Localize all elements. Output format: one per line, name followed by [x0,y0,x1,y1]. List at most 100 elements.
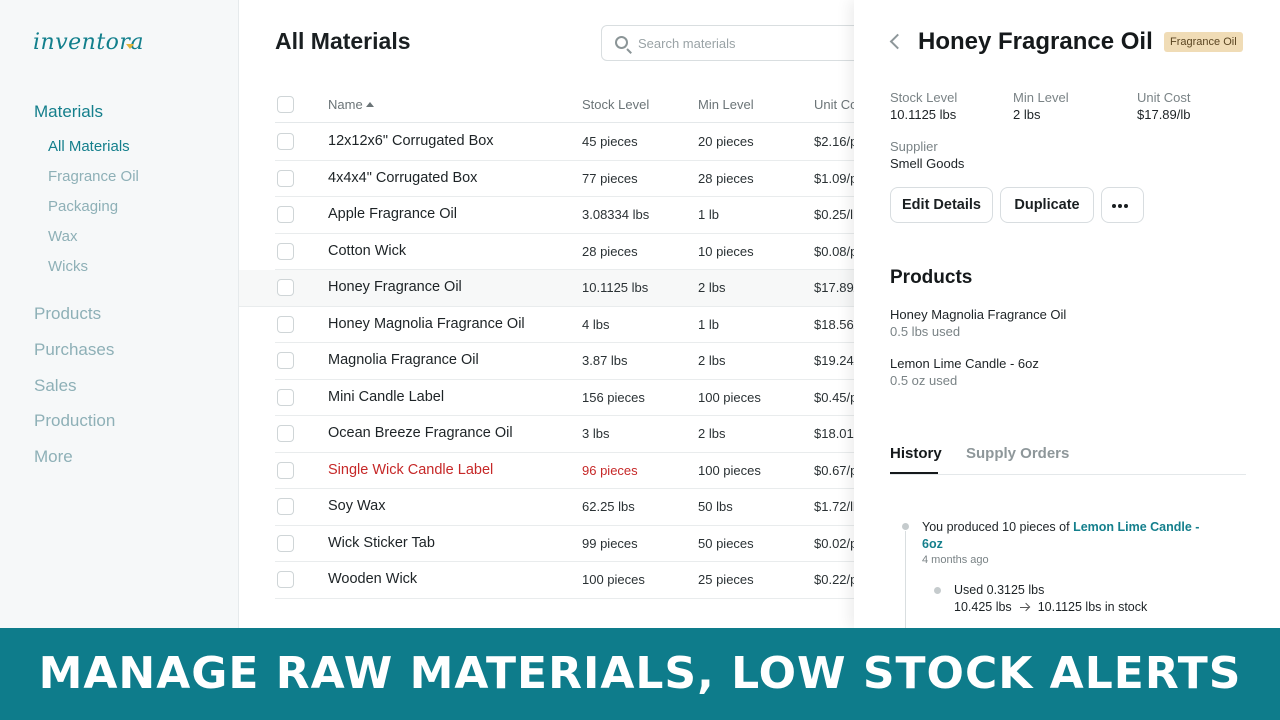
min-level: 1 lb [698,316,719,332]
row-checkbox[interactable] [277,571,294,588]
material-name[interactable]: Soy Wax [328,498,386,514]
stock-level-value: 10.1125 lbs [890,107,957,122]
nav-sales[interactable]: Sales [34,376,77,395]
material-name[interactable]: Mini Candle Label [328,388,445,405]
nav-sub-wicks[interactable]: Wicks [48,258,88,275]
min-level: 2 lbs [698,280,726,295]
material-name[interactable]: 12x12x6" Corrugated Box [328,133,494,149]
material-name[interactable]: Ocean Breeze Fragrance Oil [328,425,513,441]
active-tab-indicator [890,472,938,474]
supplier-value: Smell Goods [890,156,965,171]
row-checkbox[interactable] [277,388,294,406]
tab-supply-orders[interactable]: Supply Orders [966,445,1070,462]
row-checkbox[interactable] [277,242,294,260]
min-level: 2 lbs [698,426,726,441]
product-usage: 0.5 lbs used [890,324,961,339]
timeline-line [905,531,906,628]
table-row[interactable]: Magnolia Fragrance Oil 3.87 lbs 2 lbs $19.2… [275,343,875,380]
product-name[interactable]: Honey Magnolia Fragrance Oil [890,307,1067,322]
column-header-min[interactable]: Min Level [698,97,754,112]
material-name[interactable]: Apple Fragrance Oil [328,206,457,222]
min-level: 28 pieces [698,170,754,186]
material-name[interactable]: Honey Magnolia Fragrance Oil [328,315,525,332]
table-row[interactable]: 12x12x6" Corrugated Box 45 pieces 20 piece… [275,124,875,161]
nav-products[interactable]: Products [34,304,102,323]
min-level: 50 pieces [698,535,754,551]
row-checkbox[interactable] [277,498,294,515]
nav-sub-wax[interactable]: Wax [48,228,78,245]
table-row[interactable]: Single Wick Candle Label 96 pieces 100 pie… [275,453,875,489]
nav-production[interactable]: Production [34,411,116,430]
table-row[interactable]: Wooden Wick 100 pieces 25 pieces $0.22/p [275,562,875,599]
table-row[interactable]: Mini Candle Label 156 pieces 100 pieces $0.… [275,380,875,416]
table-row[interactable]: 4x4x4" Corrugated Box 77 pieces 28 pieces $… [275,161,875,197]
sidebar: inventora Materials All Materials Fragra… [0,0,239,628]
unit-cost: $0.02/p [814,535,858,551]
nav-materials[interactable]: Materials [34,102,103,121]
nav-sub-fragrance-oil[interactable]: Fragrance Oil [48,168,139,185]
material-name[interactable]: Wooden Wick [328,571,418,587]
row-checkbox[interactable] [277,425,294,442]
sort-ascending-icon [365,102,374,107]
tab-history[interactable]: History [890,445,942,462]
stock-level: 3 lbs [582,426,610,441]
search-input[interactable]: Search materials [601,25,871,61]
row-checkbox[interactable] [277,133,294,150]
back-chevron-icon[interactable] [889,33,906,50]
material-name[interactable]: Wick Sticker Tab [328,534,435,551]
table-row[interactable]: Apple Fragrance Oil 3.08334 lbs 1 lb $0.25/… [275,197,875,234]
select-all-checkbox[interactable] [277,96,294,113]
unit-cost: $0.08/p [814,243,858,259]
edit-details-button[interactable]: Edit Details [890,187,993,223]
unit-cost: $18.56/ [814,316,858,332]
unit-cost: $1.09/p [814,170,858,186]
page-title: All Materials [275,28,411,54]
material-name[interactable]: Single Wick Candle Label [328,461,494,478]
column-header-stock[interactable]: Stock Level [582,97,650,112]
timeline-subdot-icon [934,587,941,594]
row-checkbox[interactable] [277,315,294,333]
timeline-dot-icon [902,523,909,530]
table-row[interactable]: Wick Sticker Tab 99 pieces 50 pieces $0.02/… [275,526,875,562]
table-row[interactable]: Soy Wax 62.25 lbs 50 lbs $1.72/lb [275,489,875,526]
row-checkbox[interactable] [277,206,294,223]
detail-title: Honey Fragrance Oil [918,28,1153,55]
search-icon [615,36,628,49]
column-header-cost[interactable]: Unit Co [814,97,858,112]
duplicate-button[interactable]: Duplicate [1000,187,1094,223]
row-checkbox[interactable] [277,534,294,552]
nav-sub-packaging[interactable]: Packaging [48,198,119,215]
stock-level: 4 lbs [582,316,610,332]
product-name[interactable]: Lemon Lime Candle - 6oz [890,356,1039,371]
stock-level: 96 pieces [582,462,638,478]
app-logo[interactable]: inventora [33,30,145,55]
nav-sub-all-materials[interactable]: All Materials [48,138,130,155]
material-name[interactable]: Magnolia Fragrance Oil [328,352,479,368]
history-product-link-cont[interactable]: 6oz [922,537,943,551]
unit-cost: $19.24/ [814,353,858,368]
table-row[interactable]: Honey Fragrance Oil 10.1125 lbs 2 lbs $17.8… [239,270,875,307]
material-name[interactable]: Cotton Wick [328,242,407,259]
min-level-label: Min Level [1013,90,1069,105]
table-row[interactable]: Cotton Wick 28 pieces 10 pieces $0.08/p [275,234,875,270]
material-name[interactable]: 4x4x4" Corrugated Box [328,169,478,186]
row-checkbox[interactable] [277,279,294,296]
stock-level: 77 pieces [582,170,638,186]
more-options-button[interactable] [1101,187,1144,223]
row-checkbox[interactable] [277,461,294,479]
row-checkbox[interactable] [277,352,294,369]
min-level: 10 pieces [698,243,754,259]
nav-purchases[interactable]: Purchases [34,340,115,359]
table-row[interactable]: Ocean Breeze Fragrance Oil 3 lbs 2 lbs $18.… [275,416,875,453]
material-name[interactable]: Honey Fragrance Oil [328,279,462,295]
table-row[interactable]: Honey Magnolia Fragrance Oil 4 lbs 1 lb $18… [275,307,875,343]
min-level: 50 lbs [698,499,733,514]
stock-level: 3.08334 lbs [582,207,650,222]
min-level: 25 pieces [698,572,754,587]
stock-level: 62.25 lbs [582,499,635,514]
row-checkbox[interactable] [277,169,294,187]
history-product-link[interactable]: Lemon Lime Candle - [1073,520,1200,534]
nav-more[interactable]: More [34,447,73,466]
supplier-label: Supplier [890,139,938,154]
column-header-name[interactable]: Name [328,97,374,112]
